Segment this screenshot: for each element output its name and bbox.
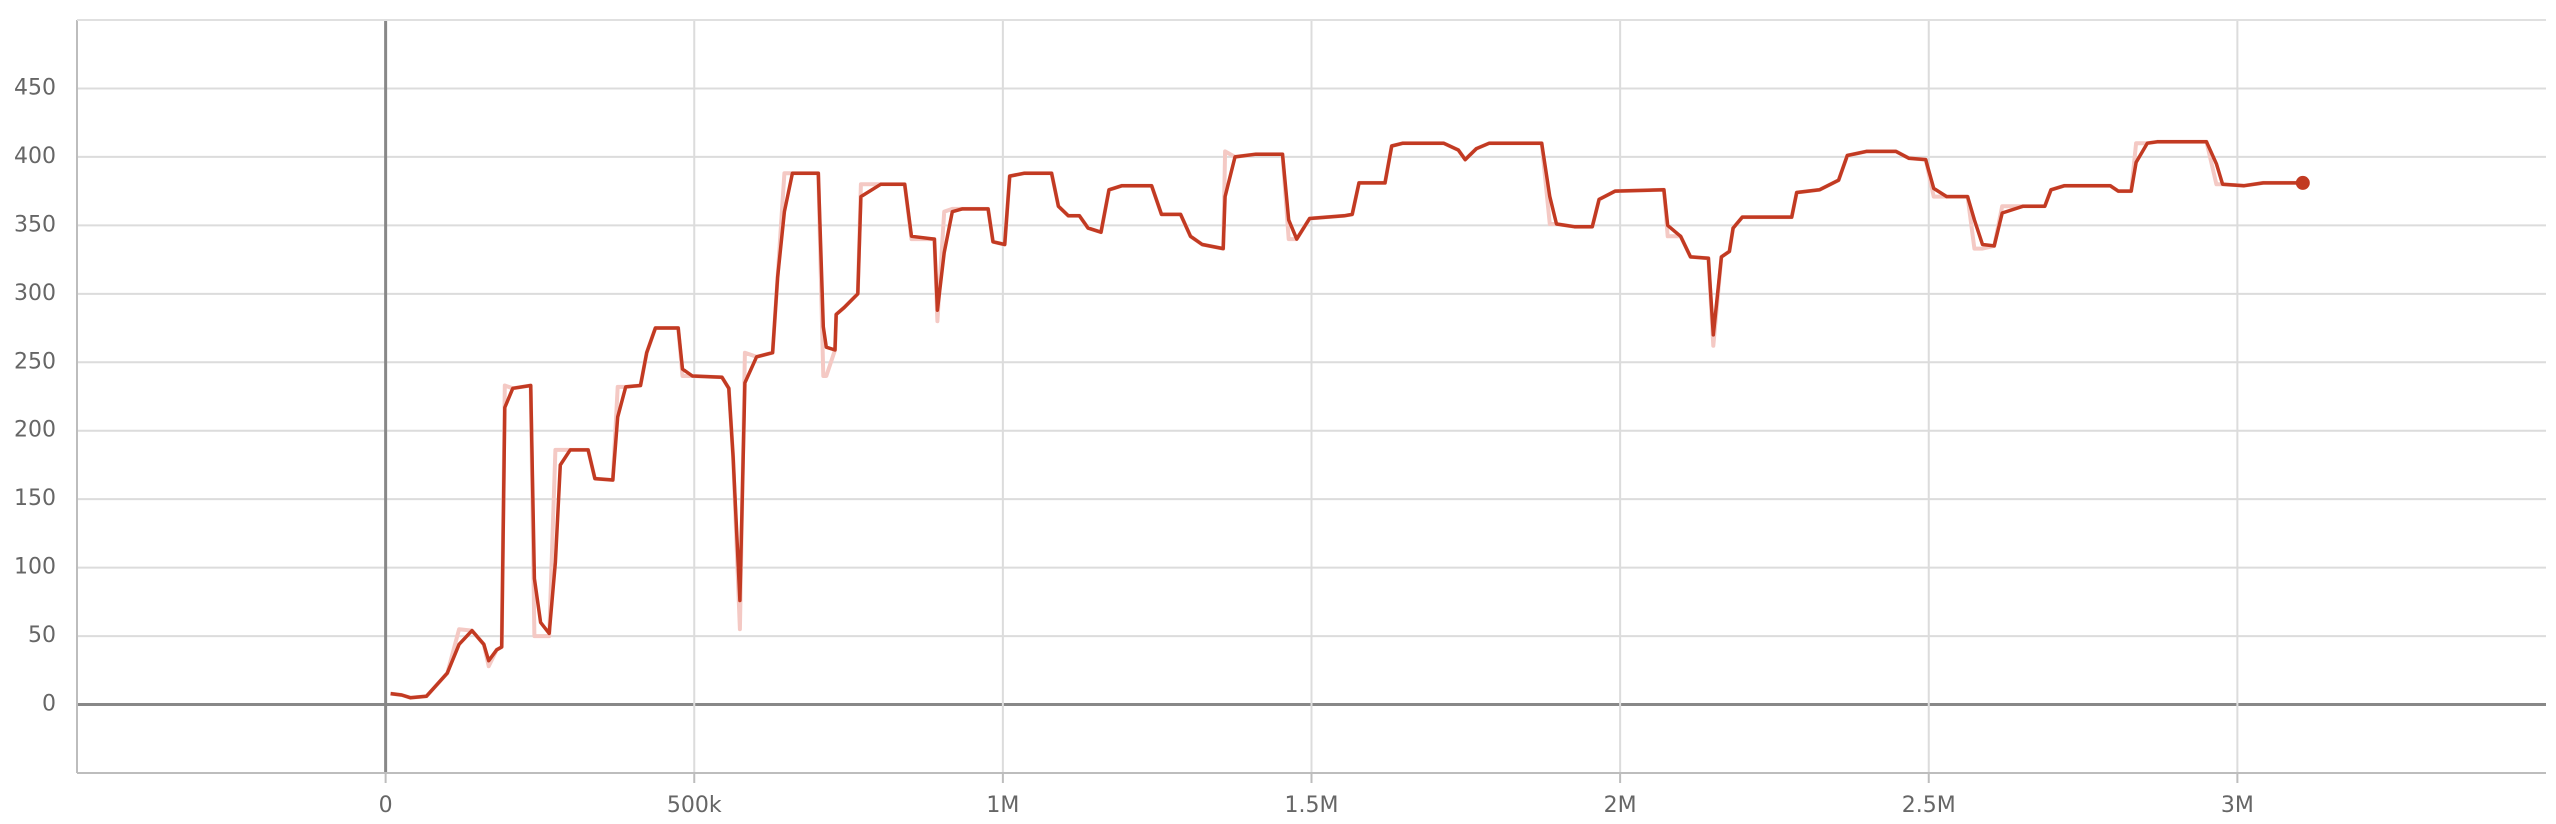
x-tick-label: 2.5M: [1902, 793, 1956, 818]
series-line: [390, 140, 2303, 700]
x-tick-label: 0: [379, 793, 393, 818]
x-tick-label: 1.5M: [1285, 793, 1339, 818]
last-point: [2295, 175, 2310, 190]
series-layer: [390, 139, 2310, 700]
y-tick-label: 350: [14, 212, 56, 237]
y-tick-label: 300: [14, 281, 56, 306]
y-tick-label: 100: [14, 555, 56, 580]
y-tick-label: 50: [28, 623, 56, 648]
x-tick-label: 3M: [2221, 793, 2254, 818]
y-tick-label: 150: [14, 486, 56, 511]
x-tick-label: 500k: [667, 793, 722, 818]
x-tick-label: 1M: [986, 793, 1019, 818]
y-tick-label: 200: [14, 418, 56, 443]
y-tick-label: 450: [14, 75, 56, 100]
y-tick-label: 250: [14, 349, 56, 374]
y-tick-label: 400: [14, 144, 56, 169]
y-tick-label: 0: [42, 692, 56, 717]
x-tick-label: 2M: [1604, 793, 1637, 818]
grid: [77, 20, 2546, 773]
